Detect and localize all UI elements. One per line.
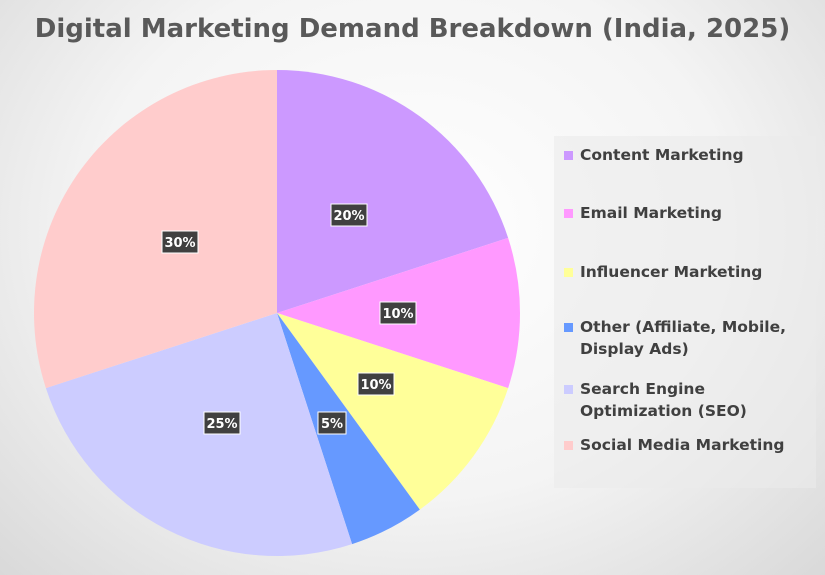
data-label-box bbox=[379, 301, 417, 325]
pie-slice-5 bbox=[45, 313, 353, 556]
data-label-box bbox=[357, 372, 395, 396]
legend-swatch bbox=[564, 441, 573, 450]
legend-swatch bbox=[564, 323, 573, 332]
slice-data-label: 5% bbox=[317, 411, 347, 435]
legend-swatch bbox=[564, 151, 573, 160]
data-label-text: 10% bbox=[382, 307, 413, 322]
data-label-text: 20% bbox=[333, 209, 364, 224]
legend-label: Email Marketing bbox=[580, 204, 723, 222]
legend-label: Search Engine Optimization (SEO) bbox=[580, 380, 747, 420]
legend-label: Content Marketing bbox=[580, 146, 744, 164]
legend-label: Influencer Marketing bbox=[580, 263, 763, 281]
legend-item: Search Engine Optimization (SEO) bbox=[564, 378, 814, 422]
data-label-text: 10% bbox=[360, 378, 391, 393]
legend-item: Content Marketing bbox=[564, 144, 814, 166]
pie-slice-4 bbox=[277, 313, 420, 545]
legend-item: Other (Affiliate, Mobile, Display Ads) bbox=[564, 316, 814, 360]
data-label-box bbox=[330, 203, 368, 227]
pie-slice-3 bbox=[277, 313, 509, 510]
data-label-box bbox=[317, 411, 347, 435]
legend-label: Social Media Marketing bbox=[580, 436, 785, 454]
legend-item: Email Marketing bbox=[564, 202, 814, 224]
data-label-text: 25% bbox=[206, 417, 237, 432]
slice-data-label: 20% bbox=[330, 203, 368, 227]
legend: Content Marketing Email Marketing Influenc… bbox=[554, 136, 816, 488]
data-label-text: 30% bbox=[164, 236, 195, 251]
data-label-box bbox=[203, 411, 241, 435]
legend-item: Influencer Marketing bbox=[564, 261, 814, 283]
slice-data-label: 10% bbox=[379, 301, 417, 325]
legend-swatch bbox=[564, 268, 573, 277]
legend-item: Social Media Marketing bbox=[564, 434, 814, 456]
slice-data-label: 10% bbox=[357, 372, 395, 396]
legend-swatch bbox=[564, 385, 573, 394]
slice-data-label: 30% bbox=[161, 230, 199, 254]
slice-data-label: 25% bbox=[203, 411, 241, 435]
legend-swatch bbox=[564, 209, 573, 218]
pie-slice-1 bbox=[277, 70, 509, 313]
legend-label: Other (Affiliate, Mobile, Display Ads) bbox=[580, 318, 787, 358]
pie-slice-6 bbox=[33, 70, 278, 389]
data-label-box bbox=[161, 230, 199, 254]
chart-title: Digital Marketing Demand Breakdown (Indi… bbox=[34, 14, 791, 44]
data-label-text: 5% bbox=[321, 417, 343, 432]
